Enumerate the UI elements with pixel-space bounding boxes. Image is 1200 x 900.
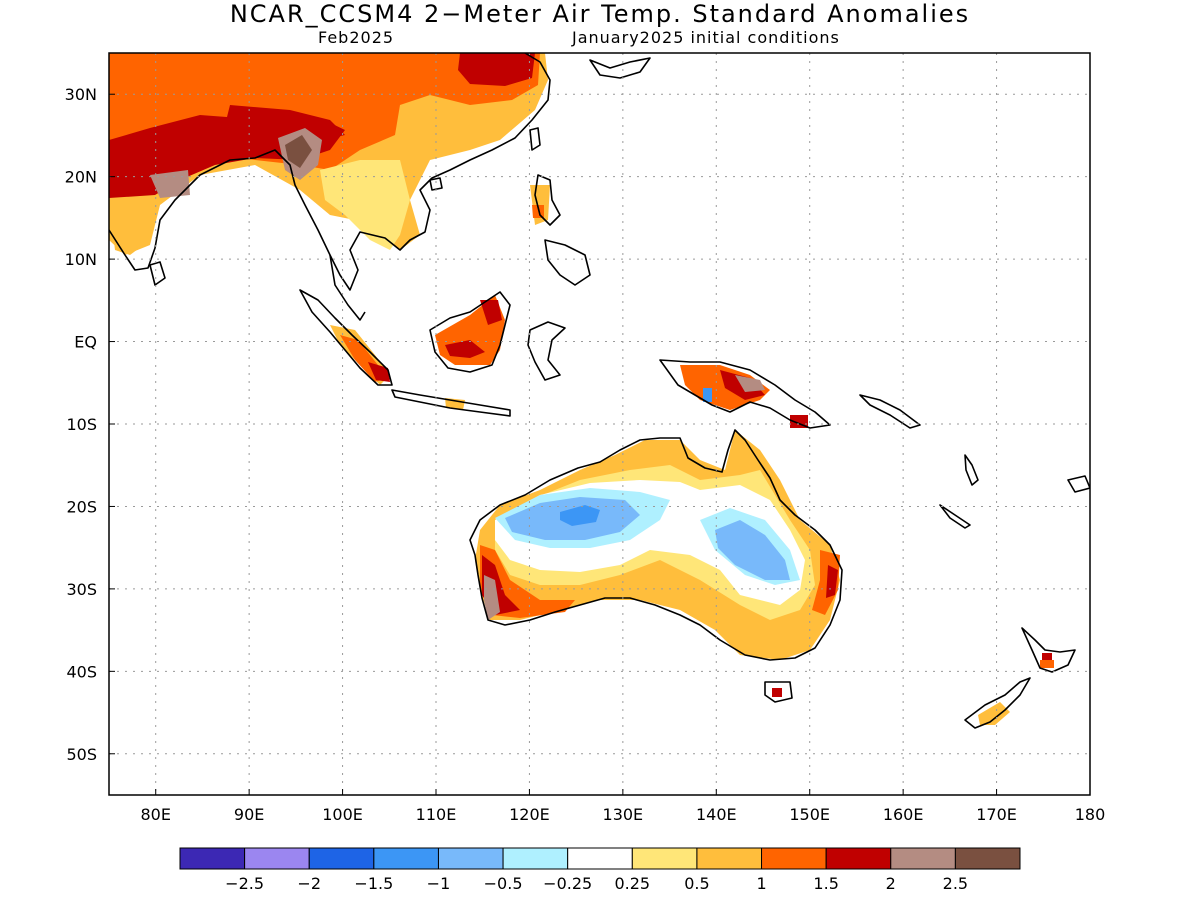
indochina-anomaly-weak	[320, 160, 410, 250]
asia-anomaly-max-myanmar	[285, 135, 312, 168]
colorbar: −2.5 −2 −1.5 −1 −0.5 −0.25 0.25 0.5 1 1.5 2 2.5	[179, 847, 1021, 893]
colorbar-label: 1	[756, 874, 766, 893]
colorbar-swatch	[567, 847, 633, 870]
gridlines	[109, 53, 1090, 795]
coast-fiji	[1067, 475, 1090, 493]
lon-tick-label: 90E	[234, 805, 264, 824]
asia-anomaly-extreme-india	[150, 170, 190, 198]
lon-tick-label: 160E	[883, 805, 924, 824]
lat-tick-label: 40S	[66, 662, 97, 681]
colorbar-swatch	[761, 847, 827, 870]
coast-new-guinea	[659, 359, 831, 429]
colorbar-swatch	[244, 847, 310, 870]
lon-tick-label: 140E	[696, 805, 737, 824]
lon-tick-label: 130E	[603, 805, 644, 824]
lat-tick-label: EQ	[74, 333, 97, 352]
colorbar-swatch	[696, 847, 763, 870]
colorbar-label: 2.5	[943, 874, 968, 893]
lat-tick-label: 20S	[66, 497, 97, 516]
new-zealand-anomaly	[978, 702, 1010, 725]
lat-tick-label: 20N	[65, 168, 97, 187]
tasmania-anomaly	[772, 688, 782, 697]
philippines-anomaly-strong	[532, 205, 544, 218]
colorbar-swatch	[954, 847, 1021, 870]
coast-philippines-luzon	[534, 174, 561, 226]
coast-tasmania	[764, 681, 793, 703]
australia-anomaly-cold-east	[715, 520, 790, 580]
initial-conditions: January2025 initial conditions	[572, 28, 840, 47]
australia-anomaly-colder-west	[560, 505, 600, 526]
coast-sulawesi	[527, 321, 566, 381]
coast-new-caledonia	[939, 504, 971, 529]
new-guinea-anomaly-extreme	[735, 375, 765, 392]
coast-java	[391, 389, 511, 417]
coast-malay-peninsula	[329, 254, 366, 321]
axis-ticks: 80E 90E 100E 110E 120E 130E 140E 150E 160E 170E 18…	[65, 85, 1106, 824]
coast-sumatra	[299, 289, 393, 386]
coast-new-zealand-north	[1021, 627, 1076, 673]
coast-vanuatu	[964, 454, 979, 486]
borneo-anomaly-very-strong	[445, 340, 485, 358]
new-guinea-anomaly-cold	[703, 388, 712, 402]
lon-tick-label: 120E	[509, 805, 550, 824]
new-zealand-anomaly-north-strong	[1040, 660, 1054, 668]
colorbar-swatch	[502, 847, 569, 870]
colorbar-label: −0.5	[484, 874, 523, 893]
india-anomaly-south	[109, 200, 150, 255]
borneo-anomaly-north	[480, 300, 502, 325]
colorbar-swatch	[373, 847, 439, 870]
colorbar-swatch	[631, 847, 698, 870]
anomaly-shading	[109, 53, 1054, 725]
lon-tick-label: 150E	[789, 805, 830, 824]
lat-tick-label: 10N	[65, 250, 97, 269]
lat-tick-label: 30N	[65, 85, 97, 104]
coast-borneo	[429, 291, 511, 373]
coast-philippines-mindanao	[544, 239, 591, 286]
colorbar-label: 2	[886, 874, 896, 893]
lat-tick-label: 10S	[66, 415, 97, 434]
coast-hainan	[429, 177, 443, 191]
lon-tick-label: 170E	[976, 805, 1017, 824]
australia-anomaly-se-strong	[812, 550, 840, 615]
coast-japan	[589, 57, 651, 79]
asia-anomaly-very-strong-north	[458, 53, 535, 86]
colorbar-swatch	[825, 847, 892, 870]
colorbar-label: 0.25	[614, 874, 650, 893]
coast-australia	[469, 429, 843, 661]
colorbar-label: −2.5	[225, 874, 264, 893]
lat-tick-label: 50S	[66, 745, 97, 764]
coast-new-zealand-south	[964, 677, 1031, 729]
forecast-month: Feb2025	[318, 28, 395, 47]
colorbar-swatch	[437, 847, 504, 870]
colorbar-label: −0.25	[543, 874, 592, 893]
lon-tick-label: 110E	[416, 805, 457, 824]
coast-asia-mainland	[109, 53, 551, 291]
colorbar-swatch	[179, 847, 246, 870]
colorbar-label: 0.5	[684, 874, 709, 893]
coastlines	[109, 53, 1090, 729]
colorbar-swatch	[308, 847, 375, 870]
australia-anomaly-sw-extreme	[484, 575, 500, 620]
coast-solomon-islands	[859, 394, 921, 429]
colorbar-swatch	[890, 847, 956, 870]
australia-anomaly-se-max	[826, 565, 838, 598]
lon-tick-label: 80E	[140, 805, 170, 824]
asia-anomaly-very-strong-tibet	[225, 105, 345, 145]
colorbar-label: −1	[427, 874, 451, 893]
colorbar-label: −1.5	[354, 874, 393, 893]
lon-tick-label: 180	[1075, 805, 1106, 824]
colorbar-label: 1.5	[813, 874, 838, 893]
colorbar-label: −2	[297, 874, 321, 893]
map-title: NCAR_CCSM4 2−Meter Air Temp. Standard An…	[229, 0, 971, 28]
coast-taiwan	[529, 127, 541, 151]
coast-sri-lanka	[149, 261, 166, 286]
lon-tick-label: 100E	[322, 805, 363, 824]
lat-tick-label: 30S	[66, 580, 97, 599]
